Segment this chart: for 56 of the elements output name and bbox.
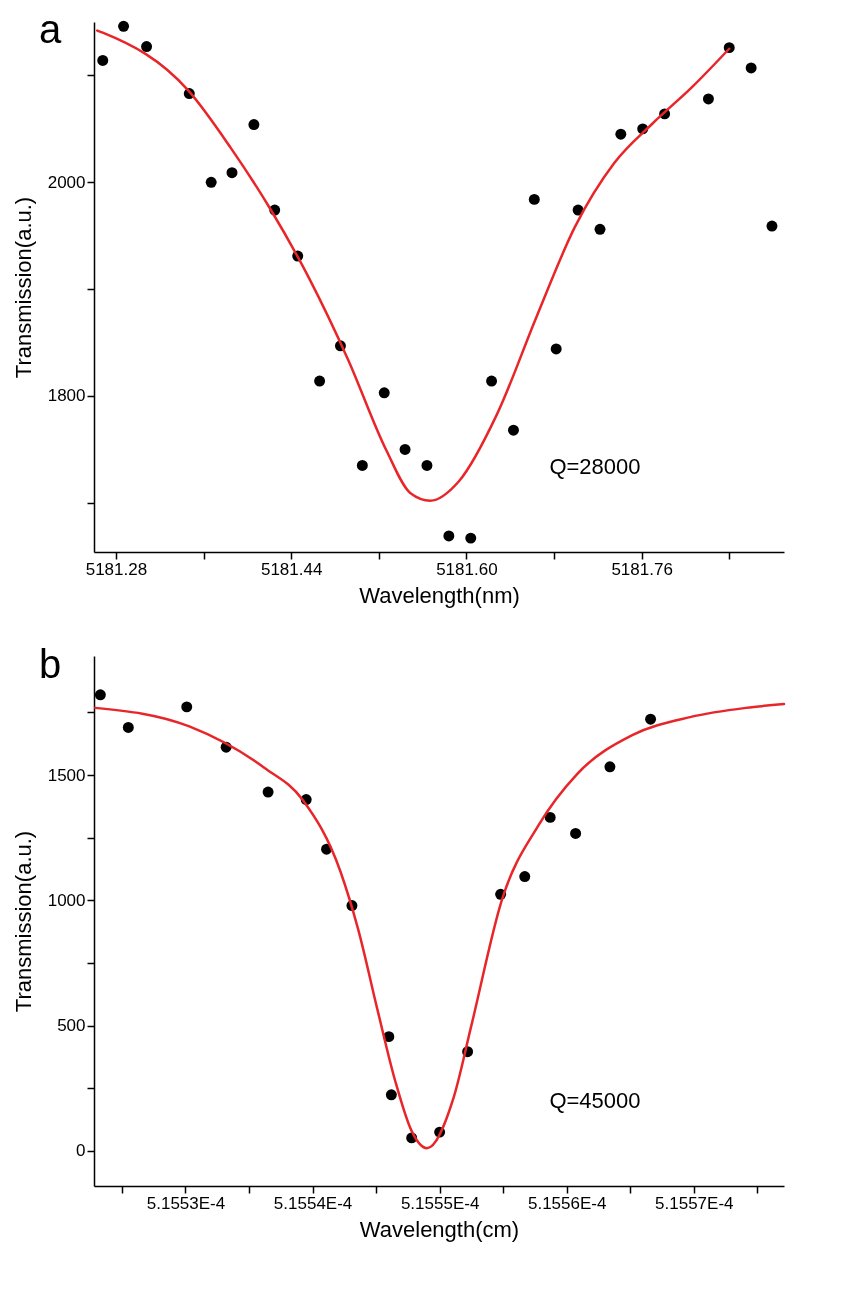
point (443, 530, 455, 542)
point (745, 62, 757, 74)
point (465, 532, 477, 544)
y-tick-label: 2000 (47, 172, 86, 192)
x-tick-label: 5.1555E-4 (400, 1193, 480, 1213)
x-tick-label: 5.1556E-4 (527, 1193, 607, 1213)
point (122, 721, 134, 733)
point (702, 93, 714, 105)
point (544, 811, 556, 823)
y-tick-label: 1500 (47, 765, 86, 785)
chart-title: b (39, 642, 62, 686)
point (97, 55, 109, 66)
point (141, 41, 153, 53)
annotation: Q=45000 (549, 1088, 641, 1114)
y-tick-label: 500 (57, 1016, 86, 1036)
x-tick-label: 5181.44 (260, 559, 323, 579)
x-tick-label: 5.1554E-4 (273, 1193, 353, 1213)
y-tick-label: 1000 (47, 890, 86, 910)
x-tick-label: 5.1557E-4 (655, 1193, 734, 1213)
annotation: Q=28000 (549, 454, 641, 480)
point (615, 128, 627, 140)
point (550, 343, 562, 355)
point (314, 375, 326, 387)
y-tick-label: 0 (76, 1141, 86, 1161)
point (205, 176, 217, 188)
x-axis-title: Wavelength(cm) (359, 1216, 520, 1242)
point (399, 443, 411, 455)
point (508, 424, 519, 436)
x-tick-label: 5181.28 (85, 559, 148, 579)
point (385, 1089, 397, 1101)
point (594, 223, 606, 235)
point (528, 193, 540, 205)
point (356, 459, 368, 471)
y-tick-label: 1800 (47, 386, 86, 406)
point (226, 167, 238, 179)
point (486, 375, 498, 387)
point (570, 827, 582, 839)
point (421, 459, 433, 471)
line-series (94, 702, 786, 1150)
point (248, 119, 260, 131)
chart-title: a (39, 6, 62, 51)
point (181, 701, 193, 713)
x-axis-title: Wavelength(nm) (359, 582, 520, 608)
x-tick-label: 5.1553E-4 (146, 1193, 226, 1213)
point (118, 20, 130, 32)
x-tick-label: 5181.60 (436, 559, 498, 579)
point (262, 786, 274, 798)
point (94, 689, 106, 701)
point (519, 871, 531, 882)
y-axis-title: Transmission(a.u.) (10, 196, 36, 379)
x-tick-label: 5181.76 (611, 559, 673, 579)
y-axis-title: Transmission(a.u.) (10, 830, 36, 1013)
point (645, 713, 657, 725)
point (378, 387, 390, 399)
point (604, 761, 616, 773)
point (766, 220, 778, 232)
